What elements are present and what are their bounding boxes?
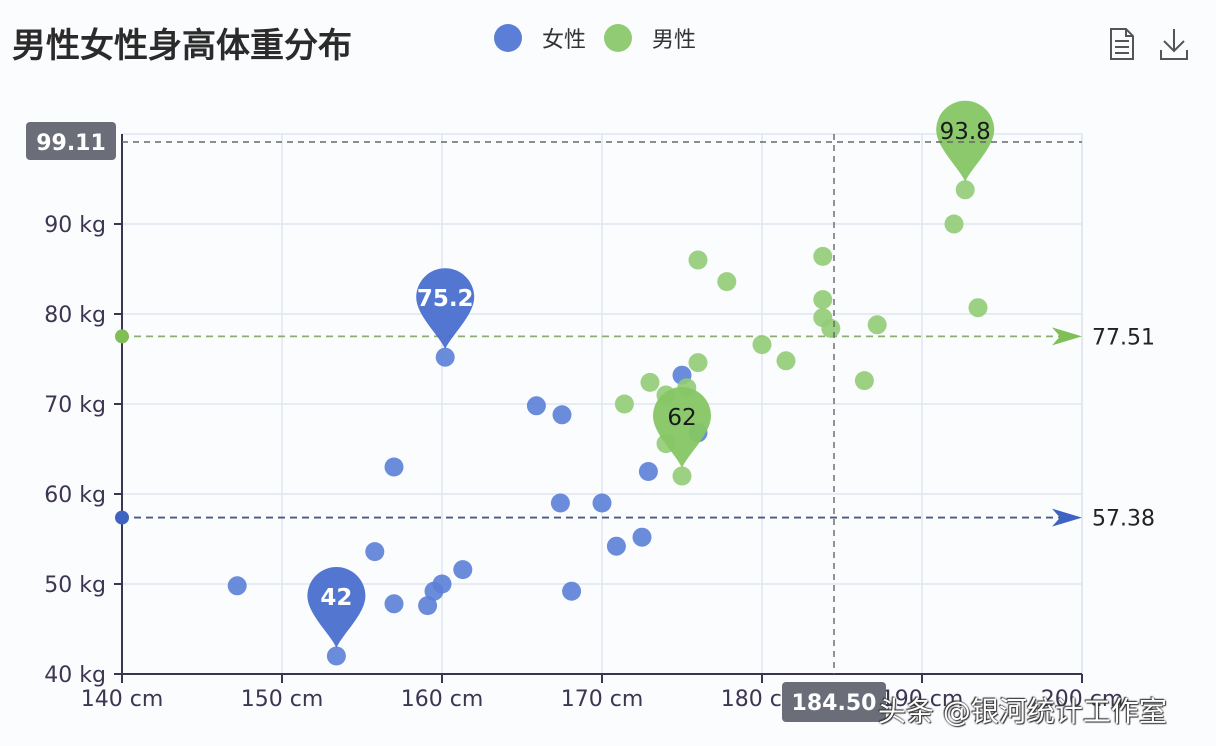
y-tick-label: 70 kg	[44, 393, 106, 418]
grid-lines	[121, 133, 1083, 675]
male-data-point[interactable]	[752, 335, 772, 355]
legend-item-male[interactable]: 男性	[604, 22, 696, 54]
toolbox	[1106, 26, 1190, 62]
female-data-point[interactable]	[435, 347, 455, 367]
male-data-point[interactable]	[854, 371, 874, 391]
male-max-pin[interactable]: 93.8	[936, 100, 995, 182]
male-data-point[interactable]	[776, 351, 796, 371]
female-data-point[interactable]	[606, 536, 626, 556]
male-data-point[interactable]	[813, 290, 833, 310]
female-min-pin[interactable]: 42	[307, 567, 366, 648]
svg-text:42: 42	[320, 585, 352, 611]
male-data-point[interactable]	[672, 466, 692, 486]
female-data-point[interactable]	[592, 493, 612, 513]
chart-title: 男性女性身高体重分布	[12, 26, 352, 66]
axes: 40 kg 50 kg 60 kg 70 kg 80 kg 90 kg 140 cm 150 …	[44, 134, 1123, 712]
female-data-point[interactable]	[632, 527, 652, 547]
legend-item-female[interactable]: 女性	[494, 22, 586, 54]
x-tick-label: 140 cm	[81, 687, 164, 712]
male-data-point[interactable]	[640, 372, 660, 392]
female-data-point[interactable]	[365, 542, 385, 562]
mark-points: 75.2 42 93.8 62	[307, 100, 995, 648]
male-data-point[interactable]	[813, 246, 833, 266]
y-tick-label: 40 kg	[44, 663, 106, 688]
save-image-download-icon[interactable]	[1158, 26, 1190, 62]
female-data-point[interactable]	[562, 581, 582, 601]
female-data-point[interactable]	[418, 596, 438, 616]
female-max-pin[interactable]: 75.2	[416, 268, 475, 350]
axis-pointer: 99.11 184.50	[26, 122, 1082, 722]
x-tick-label: 200 cm	[1041, 687, 1124, 712]
legend-female-label: 女性	[542, 28, 587, 53]
svg-text:75.2: 75.2	[417, 286, 474, 312]
male-data-point[interactable]	[968, 298, 988, 318]
axis-pointer-y-label: 99.11	[36, 131, 106, 156]
legend-male-dot-icon	[604, 24, 633, 52]
x-tick-label: 190 cm	[881, 687, 964, 712]
y-tick-label: 60 kg	[44, 483, 106, 508]
female-data-point[interactable]	[326, 646, 346, 666]
male-data-point[interactable]	[955, 180, 975, 200]
y-tick-label: 80 kg	[44, 303, 106, 328]
female-data-point[interactable]	[432, 574, 452, 594]
data-view-document-icon[interactable]	[1106, 26, 1138, 62]
y-tick-label: 50 kg	[44, 573, 106, 598]
female-average-label: 57.38	[1092, 507, 1155, 532]
female-data-point[interactable]	[384, 457, 404, 477]
x-tick-label: 170 cm	[561, 687, 644, 712]
female-data-point[interactable]	[638, 462, 658, 481]
svg-text:93.8: 93.8	[940, 119, 991, 145]
male-data-point[interactable]	[944, 214, 964, 234]
legend-female-dot-icon	[494, 24, 522, 52]
svg-text:62: 62	[667, 405, 696, 431]
legend-male-label: 男性	[652, 28, 697, 53]
female-data-point[interactable]	[552, 405, 572, 425]
female-data-point[interactable]	[550, 493, 570, 513]
male-data-point[interactable]	[821, 318, 841, 338]
female-data-point[interactable]	[227, 576, 247, 596]
male-data-point[interactable]	[717, 272, 737, 292]
male-data-point[interactable]	[614, 394, 634, 414]
female-data-point[interactable]	[526, 396, 546, 416]
legend: 女性 男性	[494, 22, 714, 54]
male-data-point[interactable]	[867, 315, 887, 335]
x-tick-label: 160 cm	[401, 687, 484, 712]
male-min-pin[interactable]: 62	[653, 387, 711, 468]
watermark: 头条 @银河统计工作室	[878, 695, 1167, 728]
female-data-point[interactable]	[384, 594, 404, 614]
mark-lines: 57.38 77.51	[115, 325, 1155, 532]
male-data-point[interactable]	[688, 353, 708, 373]
y-tick-label: 90 kg	[44, 213, 106, 238]
female-data-point[interactable]	[453, 560, 473, 580]
x-tick-label: 150 cm	[241, 687, 324, 712]
male-data-point[interactable]	[688, 250, 708, 270]
axis-pointer-x-label: 184.50	[792, 691, 877, 716]
male-average-label: 77.51	[1092, 325, 1155, 350]
